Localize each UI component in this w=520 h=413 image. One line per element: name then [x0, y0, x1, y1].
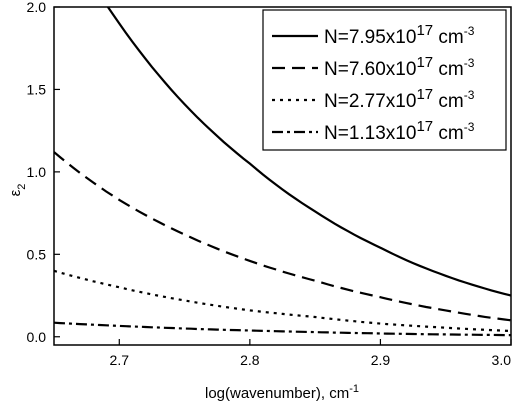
x-axis-title: log(wavenumber), cm-1	[205, 383, 359, 402]
y-tick-label: 1.5	[27, 81, 47, 97]
legend: N=7.95x1017 cm-3 N=7.60x1017 cm-3 N=2.77x1…	[262, 9, 507, 151]
y-tick-label: 0.5	[27, 246, 47, 262]
y-tick-label: 0.0	[27, 329, 47, 345]
x-axis-ticks: 2.7 2.8 2.9 3.0	[110, 339, 512, 368]
x-tick-label: 2.7	[110, 352, 130, 368]
y-tick-label: 1.0	[27, 164, 47, 180]
legend-label-3: N=2.77x1017 cm-3	[324, 86, 475, 112]
series-line-1	[106, 7, 511, 297]
legend-label-2: N=7.60x1017 cm-3	[324, 54, 475, 80]
x-tick-label: 3.0	[492, 352, 512, 368]
x-tick-label: 2.8	[240, 352, 260, 368]
plot-frame	[53, 6, 512, 346]
series-line-2	[54, 151, 511, 322]
legend-label-1: N=7.95x1017 cm-3	[324, 22, 475, 48]
legend-label-4: N=1.13x1017 cm-3	[324, 118, 475, 144]
y-axis-title: ε2	[7, 184, 28, 197]
series-line-4	[54, 321, 511, 337]
y-axis-ticks: 0.0 0.5 1.0 1.5 2.0	[27, 0, 60, 345]
y-tick-label: 2.0	[27, 0, 47, 15]
x-tick-label: 2.9	[371, 352, 391, 368]
series-group	[54, 7, 511, 337]
series-line-3	[54, 269, 511, 333]
legend-box	[262, 9, 507, 151]
legend-items: N=7.95x1017 cm-3 N=7.60x1017 cm-3 N=2.77x1…	[272, 22, 475, 144]
